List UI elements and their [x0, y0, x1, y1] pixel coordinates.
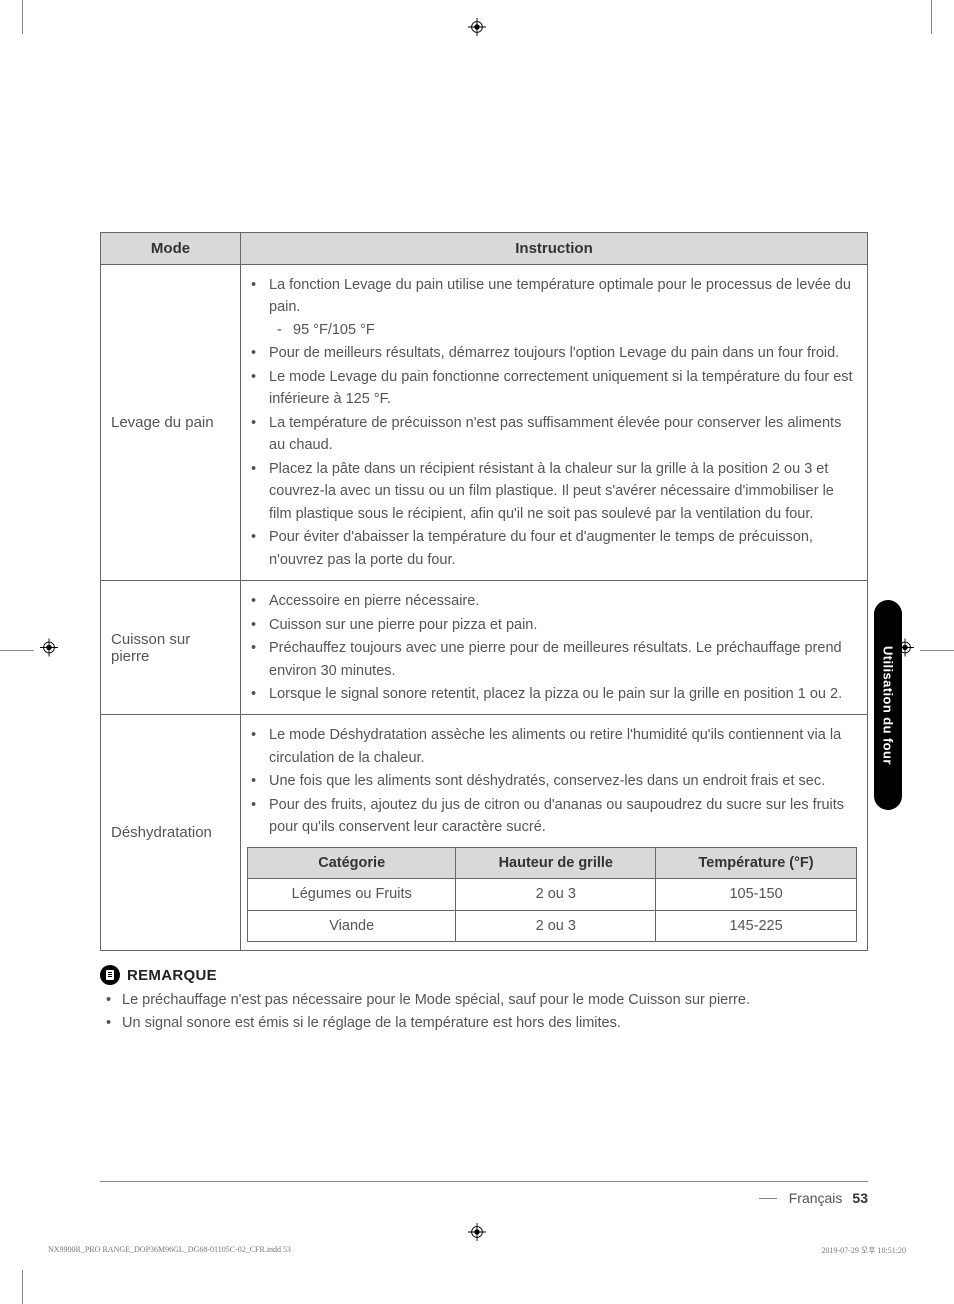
page-footer: Français 53: [100, 1181, 868, 1206]
mode-name: Déshydratation: [101, 715, 241, 951]
mode-name: Cuisson sur pierre: [101, 581, 241, 715]
list-item: Pour éviter d'abaisser la température du…: [265, 526, 857, 571]
list-item: Le mode Levage du pain fonctionne correc…: [265, 366, 857, 411]
list-item: Pour des fruits, ajoutez du jus de citro…: [265, 794, 857, 839]
table-row: Cuisson sur pierre Accessoire en pierre …: [101, 581, 868, 715]
print-footline: NX9900R_PRO RANGE_DOP36M96GL_DG68-01105C…: [48, 1245, 906, 1256]
note-icon: [100, 965, 120, 985]
crop-mark: [0, 650, 34, 651]
registration-mark-icon: [40, 639, 58, 662]
list-item: Placez la pâte dans un récipient résista…: [265, 458, 857, 525]
inner-col-header: Catégorie: [248, 847, 456, 878]
crop-mark: [920, 650, 954, 651]
mode-name: Levage du pain: [101, 265, 241, 581]
list-item: Accessoire en pierre nécessaire.: [265, 590, 857, 612]
modes-table: Mode Instruction Levage du pain La fonct…: [100, 232, 868, 951]
mode-instructions: La fonction Levage du pain utilise une t…: [241, 265, 868, 581]
footer-language: Français: [789, 1190, 843, 1206]
table-row: Levage du pain La fonction Levage du pai…: [101, 265, 868, 581]
footline-timestamp: 2019-07-29 오후 10:51:20: [822, 1245, 907, 1256]
list-item: La fonction Levage du pain utilise une t…: [265, 274, 857, 341]
registration-mark-icon: [468, 1223, 486, 1246]
section-tab: Utilisation du four: [874, 600, 902, 810]
inner-col-header: Hauteur de grille: [456, 847, 656, 878]
list-item: Une fois que les aliments sont déshydrat…: [265, 770, 857, 792]
list-item: Cuisson sur une pierre pour pizza et pai…: [265, 614, 857, 636]
footer-page-number: 53: [852, 1190, 868, 1206]
mode-instructions: Le mode Déshydratation assèche les alime…: [241, 715, 868, 951]
crop-mark: [931, 0, 932, 34]
list-item: Le préchauffage n'est pas nécessaire pou…: [122, 989, 868, 1012]
col-header-mode: Mode: [101, 233, 241, 265]
inner-cell: Viande: [248, 910, 456, 941]
note-label: REMARQUE: [127, 967, 217, 984]
inner-cell: 145-225: [656, 910, 857, 941]
list-item: Un signal sonore est émis si le réglage …: [122, 1012, 868, 1035]
list-item: Pour de meilleurs résultats, démarrez to…: [265, 342, 857, 364]
section-tab-label: Utilisation du four: [881, 646, 896, 765]
table-row: Légumes ou Fruits 2 ou 3 105-150: [248, 879, 857, 910]
inner-cell: 2 ou 3: [456, 879, 656, 910]
inner-cell: 2 ou 3: [456, 910, 656, 941]
inner-col-header: Température (°F): [656, 847, 857, 878]
crop-mark: [22, 0, 23, 34]
col-header-instruction: Instruction: [241, 233, 868, 265]
crop-mark: [22, 1270, 23, 1304]
dehydration-inner-table: Catégorie Hauteur de grille Température …: [247, 847, 857, 942]
list-item: La température de précuisson n'est pas s…: [265, 412, 857, 457]
list-item: 95 °F/105 °F: [293, 319, 857, 341]
table-row: Déshydratation Le mode Déshydratation as…: [101, 715, 868, 951]
note-block: REMARQUE Le préchauffage n'est pas néces…: [100, 965, 868, 1035]
list-item: Le mode Déshydratation assèche les alime…: [265, 724, 857, 769]
table-row: Viande 2 ou 3 145-225: [248, 910, 857, 941]
inner-cell: Légumes ou Fruits: [248, 879, 456, 910]
list-item: Lorsque le signal sonore retentit, place…: [265, 683, 857, 705]
inner-cell: 105-150: [656, 879, 857, 910]
footline-filename: NX9900R_PRO RANGE_DOP36M96GL_DG68-01105C…: [48, 1245, 291, 1256]
registration-mark-icon: [468, 18, 486, 41]
footer-rule: [759, 1198, 777, 1199]
mode-instructions: Accessoire en pierre nécessaire. Cuisson…: [241, 581, 868, 715]
list-item: Préchauffez toujours avec une pierre pou…: [265, 637, 857, 682]
